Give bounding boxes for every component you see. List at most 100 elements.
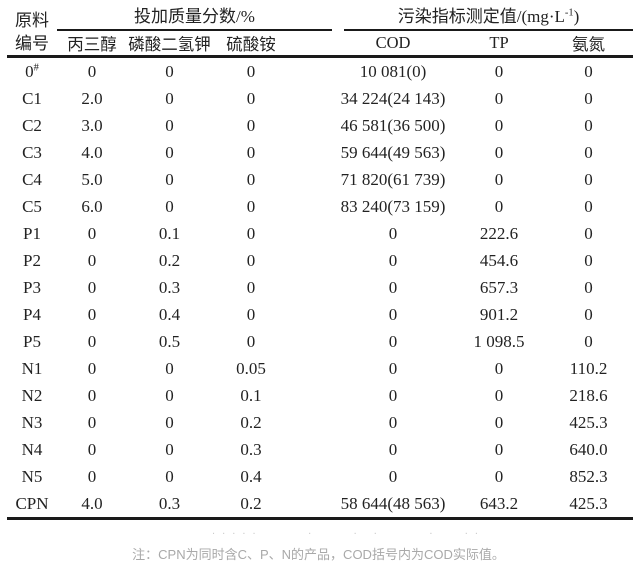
table-cell: 0 — [584, 304, 593, 324]
table-cell: 110.2 — [569, 358, 608, 378]
group-header-dosage: 投加质量分数/% — [57, 2, 332, 31]
table-cell: 0.1 — [158, 223, 181, 243]
table-cell: 0 — [388, 250, 398, 270]
table-row: 0# 0 0 0 10 081(0) 0 0 — [7, 57, 633, 86]
table-cell: 0 — [87, 304, 97, 324]
table-cell: 6.0 — [81, 196, 103, 216]
table-cell: 0 — [494, 88, 504, 108]
table-cell: 0 — [388, 304, 398, 324]
table-cell: 0 — [388, 223, 398, 243]
row-sample-id: N4 — [21, 439, 43, 459]
table-cell: 0 — [246, 115, 256, 135]
table-cell: 0 — [494, 61, 504, 81]
table-cell: 0 — [165, 385, 174, 405]
table-cell: 640.0 — [569, 439, 608, 459]
table-row: P2 0 0.2 0 0 454.6 0 — [7, 247, 633, 274]
table-cell: 0 — [87, 331, 97, 351]
row-sample-id: 0# — [25, 61, 39, 81]
table-cell: 0 — [246, 223, 256, 243]
header-column-row: 丙三醇 磷酸二氢钾 硫酸铵 COD TP 氨氮 — [7, 31, 633, 57]
table-cell: 425.3 — [569, 412, 608, 432]
faded-text-artifact: . . . . . . . . . . . — [212, 525, 480, 537]
column-header-sample-id: 原料 编号 — [7, 2, 57, 57]
row-sample-id: N1 — [21, 358, 43, 378]
table-cell: 901.2 — [479, 304, 519, 324]
table-cell: 0.3 — [158, 493, 181, 513]
table-cell: 10 081(0) — [359, 61, 427, 81]
table-cell: 0.2 — [158, 250, 181, 270]
row-sample-id: C3 — [22, 142, 42, 162]
header-group-row: 原料 编号 投加质量分数/% 污染指标测定值/(mg·L-1) — [7, 2, 634, 53]
table-cell: 0 — [584, 115, 593, 135]
table-cell: 0 — [494, 169, 504, 189]
row-sample-id: C4 — [22, 169, 42, 189]
table-cell: 0 — [584, 142, 593, 162]
sample-id-label-line1: 原料 — [15, 11, 49, 30]
table-cell: 0 — [87, 223, 97, 243]
table-cell: 0 — [87, 250, 97, 270]
table-cell: 0.05 — [236, 358, 266, 378]
table-cell: 0 — [388, 385, 398, 405]
row-sample-id: C2 — [22, 115, 42, 135]
table-cell: 0.1 — [240, 385, 262, 405]
table-cell: 657.3 — [479, 277, 519, 297]
table-row: N2 0 0 0.1 0 0 218.6 — [7, 382, 633, 409]
table-cell: 0 — [584, 61, 593, 81]
table-row: C4 5.0 0 0 71 820(61 739) 0 0 — [7, 166, 633, 193]
table-cell: 0.3 — [158, 277, 181, 297]
table-cell: 0 — [246, 304, 256, 324]
table-row: P1 0 0.1 0 0 222.6 0 — [7, 220, 633, 247]
table-row: N4 0 0 0.3 0 0 640.0 — [7, 436, 633, 463]
data-table: 原料 编号 投加质量分数/% 污染指标测定值/(mg·L-1) 丙三醇 磷酸二氢… — [7, 2, 634, 520]
table-cell: 0 — [246, 331, 256, 351]
table-cell: 3.0 — [81, 115, 103, 135]
table-cell: 0.2 — [240, 493, 262, 513]
table-cell: 0 — [87, 61, 97, 81]
table-cell: 0 — [246, 169, 256, 189]
table-cell: 0 — [165, 412, 174, 432]
table-row: C5 6.0 0 0 83 240(73 159) 0 0 — [7, 193, 633, 220]
table-row: C3 4.0 0 0 59 644(49 563) 0 0 — [7, 139, 633, 166]
table-cell: 0 — [87, 358, 97, 378]
table-cell: 425.3 — [569, 493, 608, 513]
row-sample-id: P5 — [23, 331, 41, 351]
table-cell: 454.6 — [479, 250, 519, 270]
table-cell: 0 — [246, 61, 256, 81]
table-cell: 0 — [494, 412, 504, 432]
row-sample-id: N5 — [21, 466, 43, 486]
table-cell: 0 — [494, 439, 504, 459]
table-cell: 0 — [388, 277, 398, 297]
sample-id-label-line2: 编号 — [15, 34, 49, 53]
row-sample-id: N2 — [21, 385, 43, 405]
table-cell: 0 — [494, 142, 504, 162]
row-sample-id: P2 — [23, 250, 41, 270]
table-row: C2 3.0 0 0 46 581(36 500) 0 0 — [7, 112, 633, 139]
table-cell: 0 — [584, 223, 593, 243]
column-header-cod: COD — [375, 33, 411, 52]
table-cell: 4.0 — [81, 493, 103, 513]
table-cell: 0 — [494, 358, 504, 378]
table-row: P4 0 0.4 0 0 901.2 0 — [7, 301, 633, 328]
table-cell: 0 — [87, 439, 97, 459]
table-cell: 0.4 — [240, 466, 262, 486]
table-cell: 34 224(24 143) — [340, 88, 446, 108]
table-cell: 0 — [388, 412, 398, 432]
table-cell: 2.0 — [81, 88, 103, 108]
table-cell: 852.3 — [569, 466, 608, 486]
table-cell: 0 — [494, 466, 504, 486]
table-cell: 83 240(73 159) — [340, 196, 446, 216]
table-cell: 0 — [388, 466, 398, 486]
table-cell: 0 — [584, 88, 593, 108]
table-cell: 0 — [87, 412, 97, 432]
table-footnote: 注：CPN为同时含C、P、N的产品，COD括号内为COD实际值。 — [132, 547, 505, 561]
table-cell: 0 — [165, 169, 174, 189]
table-row: P5 0 0.5 0 0 1 098.5 0 — [7, 328, 633, 355]
group-header-pollution: 污染指标测定值/(mg·L-1) — [332, 2, 634, 31]
table-cell: 0 — [584, 196, 593, 216]
table-cell: 0 — [165, 358, 174, 378]
table-cell: 0 — [388, 358, 398, 378]
table-cell: 0 — [165, 142, 174, 162]
table-row: N5 0 0 0.4 0 0 852.3 — [7, 463, 633, 490]
row-sample-id: N3 — [21, 412, 43, 432]
